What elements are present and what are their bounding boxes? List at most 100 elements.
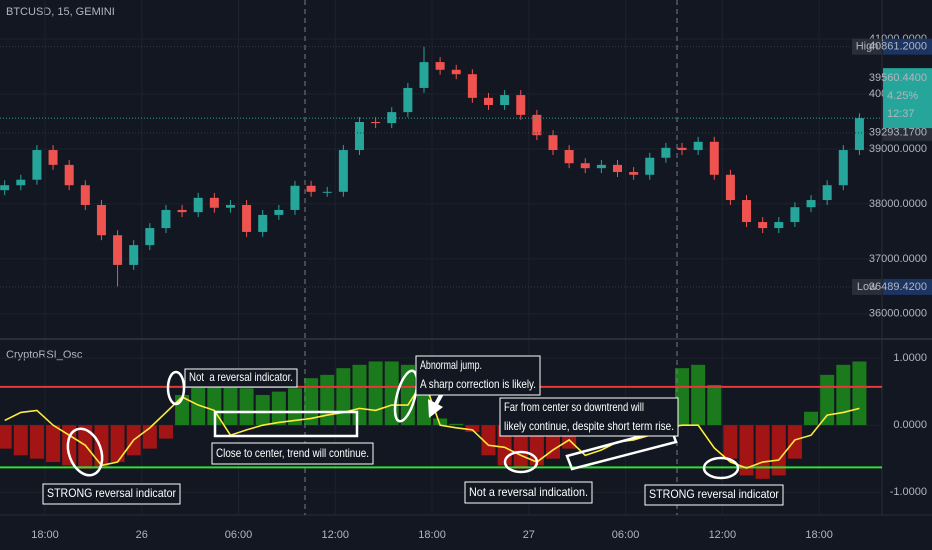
annotation-text: STRONG reversal indicator <box>47 486 176 500</box>
candle-body <box>387 112 397 124</box>
annotation-text: Not a reversal indicator. <box>189 370 293 384</box>
candle-body <box>548 135 558 151</box>
histogram-bar <box>158 425 173 439</box>
price-label: 40861.2000 <box>869 41 927 53</box>
x-tick-label: 12:00 <box>709 529 737 541</box>
candle-body <box>661 147 671 158</box>
ellipse-marker <box>166 370 186 406</box>
candle-body <box>532 114 542 136</box>
candle-body <box>48 150 58 165</box>
histogram-bar <box>223 384 238 426</box>
annotations: Not a reversal indicator. Abnormal jump.… <box>42 0 784 515</box>
histogram-bar <box>352 364 367 426</box>
histogram-bar <box>675 368 690 426</box>
last-price-change: 4.25% <box>887 90 918 102</box>
price-label-name: High <box>856 41 879 53</box>
last-price-label: 39560.4400 <box>869 72 927 84</box>
candle-body <box>419 62 429 88</box>
arrow-head <box>428 399 443 418</box>
candle-body <box>467 74 477 98</box>
histogram-bar <box>433 418 448 426</box>
candle-body <box>322 191 332 193</box>
histogram-bar <box>449 423 464 426</box>
candle-body <box>242 204 252 232</box>
histogram-bar <box>255 394 270 426</box>
candle-body <box>145 228 155 246</box>
candle-body <box>564 150 574 164</box>
candle-body <box>613 164 623 173</box>
annotation-text: Abnormal jump. <box>420 358 482 372</box>
candle-body <box>516 95 526 115</box>
histogram-bar <box>62 425 77 466</box>
histogram-bar <box>271 391 286 426</box>
histogram-bar <box>481 425 496 456</box>
candle-body <box>629 172 639 175</box>
x-tick-label: 06:00 <box>225 529 253 541</box>
candle-body <box>500 95 510 105</box>
histogram-bar <box>804 411 819 426</box>
histogram-bar <box>691 364 706 426</box>
candle-body <box>693 141 703 151</box>
candle-body <box>742 200 752 223</box>
candle-body <box>596 164 606 169</box>
annotation-box <box>644 484 784 506</box>
candle-body <box>338 150 348 192</box>
candle-body <box>64 164 74 186</box>
histogram-bar <box>239 388 254 426</box>
price-label-box <box>883 124 932 141</box>
last-price-box <box>883 68 932 129</box>
price-label-name-box <box>852 38 882 55</box>
rectangle-marker <box>213 410 359 438</box>
indicator-title: CryptoRSI_Osc <box>6 349 83 361</box>
candle-body <box>80 185 90 205</box>
histogram-bar <box>723 425 738 459</box>
price-label: 39293.1700 <box>869 127 927 139</box>
histogram-bar <box>755 425 770 479</box>
candle-body <box>580 163 590 169</box>
candle-body <box>790 207 800 223</box>
y-tick-label: 0.0000 <box>893 419 927 431</box>
candle-body <box>258 214 268 232</box>
candle-body <box>806 200 816 208</box>
x-tick-label: 18:00 <box>418 529 446 541</box>
x-tick-label: 12:00 <box>322 529 350 541</box>
x-tick-label: 06:00 <box>612 529 640 541</box>
candle-body <box>177 209 187 213</box>
y-tick-label: 39000.0000 <box>869 143 927 155</box>
candle-body <box>354 122 364 151</box>
candle-body <box>113 235 123 265</box>
histogram-bar <box>110 425 125 463</box>
ellipse-marker <box>503 450 539 474</box>
candle-body <box>306 185 316 192</box>
candle-body <box>435 62 445 70</box>
price-label: 36489.4200 <box>869 281 927 293</box>
ellipse-marker <box>393 369 419 423</box>
annotation-text: Close to center, trend will continue. <box>216 446 369 460</box>
histogram-bar <box>94 425 109 467</box>
annotation-text: Far from center so downtrend will <box>504 400 644 414</box>
annotation-box <box>211 442 374 465</box>
histogram-bar <box>707 384 722 426</box>
histogram-bar <box>771 425 786 476</box>
candle-body <box>96 204 106 236</box>
candle-body <box>161 209 171 229</box>
candle-body <box>32 150 42 180</box>
annotation-box <box>499 397 679 437</box>
annotation-text: Not a reversal indication. <box>469 485 588 499</box>
histogram-bar <box>46 425 61 463</box>
histogram-bar <box>739 425 754 476</box>
candle-body <box>209 197 219 208</box>
histogram-bar <box>320 374 335 426</box>
candle-body <box>822 185 832 201</box>
candle-body <box>225 204 235 208</box>
histogram-bar <box>78 425 93 469</box>
histogram-bar <box>0 425 12 449</box>
y-tick-label: 36000.0000 <box>869 308 927 320</box>
histogram-bar <box>304 378 319 426</box>
candle-body <box>774 222 784 229</box>
histogram-bar <box>336 368 351 426</box>
candle-body <box>193 197 203 213</box>
candle-body <box>854 118 864 151</box>
